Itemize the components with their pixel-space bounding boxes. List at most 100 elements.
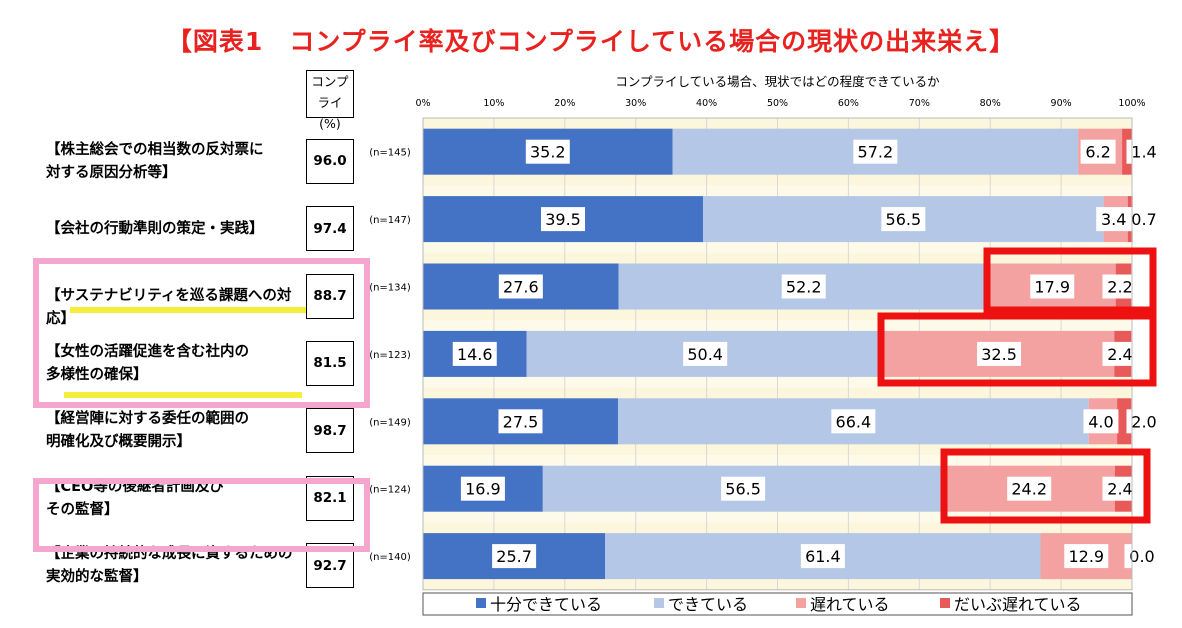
highlight-underline-yellow <box>64 392 302 398</box>
category-label-line: 【経営陣に対する委任の範囲の <box>46 411 249 428</box>
sample-size-label: (n=147) <box>369 215 411 226</box>
x-tick-label: 80% <box>980 98 1001 109</box>
legend-swatch <box>940 598 950 608</box>
data-label: 35.2 <box>530 143 566 162</box>
data-label: 2.4 <box>1107 480 1132 499</box>
figure-title: 【図表1 コンプライ率及びコンプライしている場合の現状の出来栄え】 <box>166 27 1016 56</box>
x-tick-label: 10% <box>483 98 504 109</box>
sample-size-label: (n=145) <box>369 148 411 159</box>
x-tick-label: 90% <box>1051 98 1072 109</box>
data-label: 14.6 <box>457 345 493 364</box>
category-label-line: その監督】 <box>46 501 119 518</box>
category-label: 【女性の活躍促進を含む社内の 多様性の確保】 <box>46 341 301 387</box>
x-tick-label: 30% <box>625 98 646 109</box>
data-label: 52.2 <box>786 278 822 297</box>
x-tick-label: 0% <box>415 98 430 109</box>
highlight-box-red <box>940 448 1151 524</box>
data-label-box <box>977 341 1022 366</box>
category-label: 【株主総会での相当数の反対票に 対する原因分析等】 <box>46 139 301 185</box>
sample-size-label: (n=149) <box>369 417 411 428</box>
compliance-rate-header: コンプ ライ(%) <box>306 70 354 131</box>
data-label: 27.6 <box>503 278 539 297</box>
data-label-box <box>1064 544 1109 569</box>
data-label-box <box>541 207 586 232</box>
data-label: 57.2 <box>858 143 894 162</box>
legend-swatch <box>654 598 664 608</box>
highlight-box-pink <box>33 258 370 408</box>
data-label-box <box>800 544 845 569</box>
data-label-box <box>1007 476 1052 501</box>
category-label-line: 【女性の活躍促進を含む社内の <box>46 343 249 360</box>
category-label-line: 対する原因分析等】 <box>46 164 177 181</box>
category-label-line: 【株主総会での相当数の反対票に <box>46 141 264 158</box>
x-tick-label: 100% <box>1118 98 1145 109</box>
data-label-box <box>460 476 505 501</box>
legend-swatch <box>476 598 486 608</box>
data-label: 66.4 <box>836 412 872 431</box>
data-label-box <box>781 274 826 299</box>
legend-label: 遅れている <box>810 595 890 614</box>
data-label: 27.5 <box>503 412 539 431</box>
x-tick-label: 40% <box>696 98 717 109</box>
data-label: 6.2 <box>1085 143 1110 162</box>
category-label-line: 【会社の行動準則の策定・実践】 <box>46 220 264 237</box>
data-label-box <box>1080 139 1116 164</box>
data-label-box <box>683 341 728 366</box>
data-label-box <box>452 341 497 366</box>
compliance-rate-header-line1: コンプ <box>311 74 349 89</box>
data-label: 56.5 <box>886 210 922 229</box>
highlight-underline-yellow <box>70 307 306 313</box>
data-label: 2.4 <box>1107 345 1132 364</box>
category-label: 【会社の行動準則の策定・実践】 <box>46 218 301 241</box>
plot-frame <box>422 117 1133 591</box>
data-label: 4.0 <box>1088 412 1113 431</box>
highlight-box-red <box>877 312 1157 387</box>
data-label: 24.2 <box>1011 480 1047 499</box>
data-label-box <box>1124 544 1160 569</box>
data-label-box <box>831 409 876 434</box>
data-label-box <box>525 139 570 164</box>
category-label-line: 多様性の確保】 <box>46 366 148 383</box>
category-label-line: 明確化及び概要開示】 <box>46 434 191 451</box>
sample-size-label: (n=134) <box>369 283 411 294</box>
compliance-rate-value: 98.7 <box>306 408 354 454</box>
data-label-box <box>498 409 543 434</box>
legend-label: 十分できている <box>490 595 602 614</box>
category-label-line: 実効的な監督】 <box>46 569 148 586</box>
data-label: 3.4 <box>1101 210 1126 229</box>
data-label-box <box>1083 409 1119 434</box>
compliance-rate-value: 81.5 <box>306 340 354 386</box>
x-tick-label: 60% <box>838 98 859 109</box>
data-label-box <box>492 544 537 569</box>
x-tick-label: 70% <box>909 98 930 109</box>
data-label: 17.9 <box>1034 278 1070 297</box>
data-label-box <box>1096 207 1132 232</box>
data-label: 39.5 <box>545 210 581 229</box>
data-label: 50.4 <box>687 345 723 364</box>
data-label: 32.5 <box>981 345 1017 364</box>
data-label: 56.5 <box>725 480 761 499</box>
legend-label: できている <box>668 595 748 614</box>
data-label-box <box>881 207 926 232</box>
data-label: 61.4 <box>805 547 841 566</box>
legend-swatch <box>796 598 806 608</box>
data-label-box <box>721 476 766 501</box>
data-label-box <box>853 139 898 164</box>
highlight-box-red <box>983 247 1157 314</box>
data-label: 2.2 <box>1107 278 1132 297</box>
data-label: 1.4 <box>1131 143 1156 162</box>
sample-size-label: (n=123) <box>369 350 411 361</box>
category-label: 【サステナビリティを巡る課題への対応】 <box>46 285 301 331</box>
data-label: 2.0 <box>1131 412 1156 431</box>
compliance-rate-value: 88.7 <box>306 273 354 319</box>
data-label: 25.7 <box>496 547 532 566</box>
category-label-line: 【サステナビリティを巡る課題への対応】 <box>46 288 292 327</box>
x-tick-label: 50% <box>767 98 788 109</box>
compliance-rate-value: 96.0 <box>306 138 354 184</box>
category-label: 【経営陣に対する委任の範囲の 明確化及び概要開示】 <box>46 408 301 454</box>
data-label: 16.9 <box>465 480 501 499</box>
data-label: 12.9 <box>1068 547 1104 566</box>
compliance-rate-header-line2: ライ(%) <box>317 95 343 131</box>
data-label: 0.7 <box>1131 210 1156 229</box>
